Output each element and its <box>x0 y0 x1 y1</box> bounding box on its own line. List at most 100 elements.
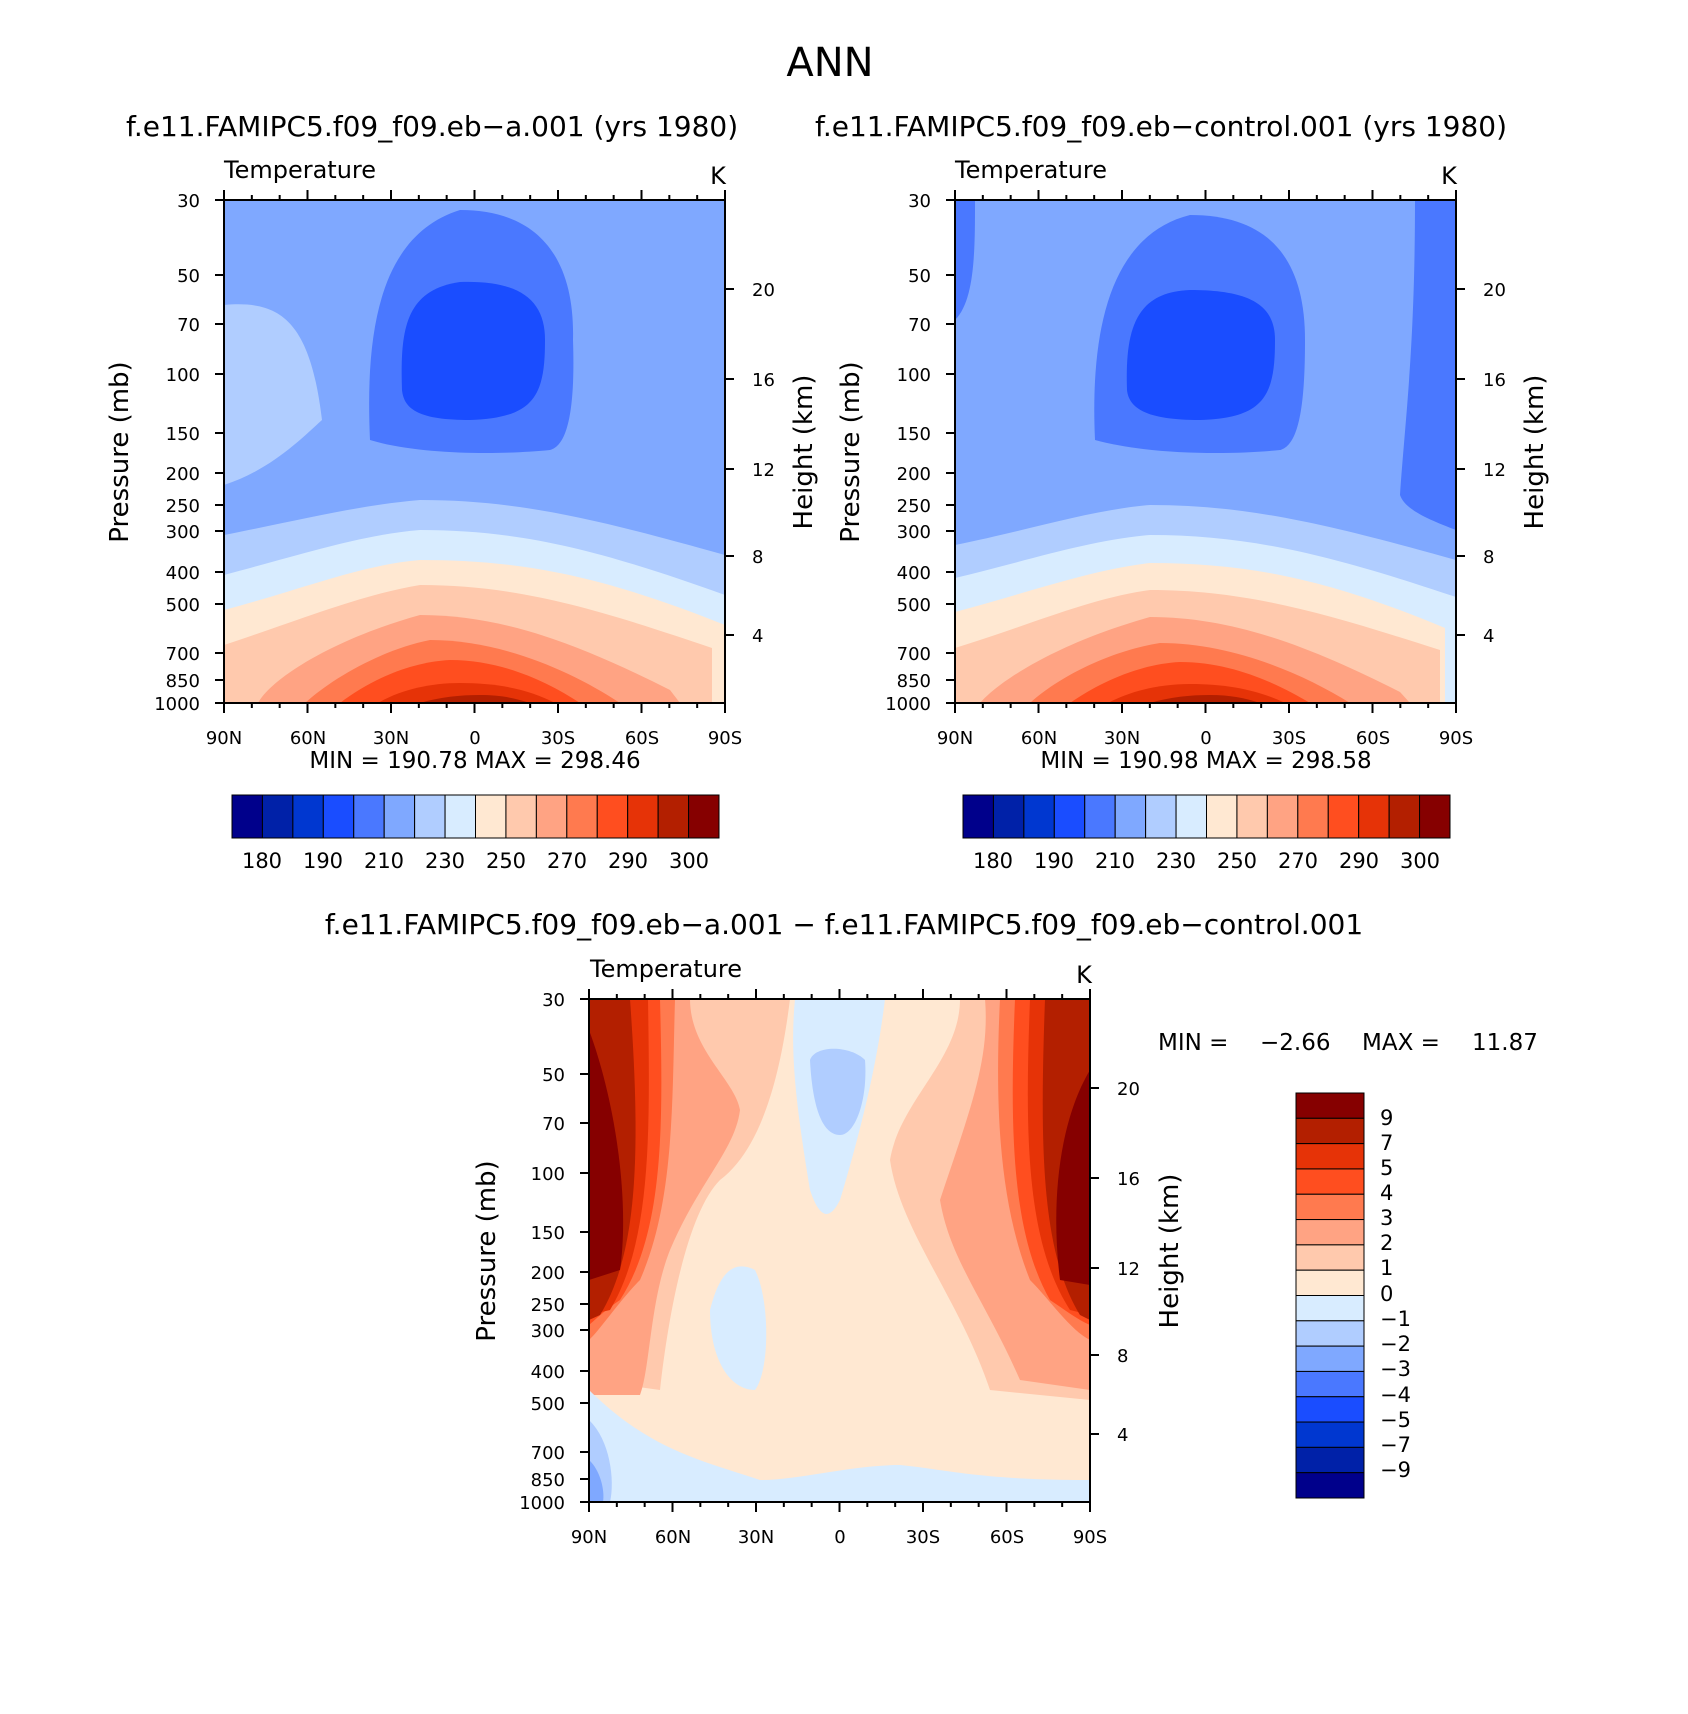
y-tick-label: 200 <box>897 464 931 485</box>
y-tick-label: 30 <box>542 990 565 1011</box>
y2-tick-label: 12 <box>1117 1259 1140 1280</box>
y-tick-label: 250 <box>531 1295 565 1316</box>
colorbar-swatch <box>596 794 629 839</box>
colorbar-swatch <box>1236 794 1268 839</box>
field-band <box>420 695 530 703</box>
colorbar-label: 0 <box>1380 1282 1393 1306</box>
x-tick-label: 0 <box>834 1527 845 1548</box>
field-band <box>1056 1070 1090 1285</box>
colorbar-swatch <box>505 794 537 839</box>
panel-a-units: K <box>710 162 727 190</box>
colorbar-swatch <box>231 794 263 839</box>
x-tick-label: 60S <box>625 728 659 749</box>
colorbar-label: −5 <box>1380 1408 1411 1432</box>
x-tick-label: 90S <box>1073 1527 1107 1548</box>
colorbar-label: −3 <box>1380 1357 1411 1381</box>
field-band <box>589 1390 1090 1502</box>
panel-diff-colorbar: 9 7 5 4 3 2 1 0 −1 −2 −3 −4 −5 −7 −9 <box>1295 1092 1411 1499</box>
y-tick-label: 300 <box>166 522 200 543</box>
colorbar-swatch <box>688 794 720 839</box>
colorbar-swatch <box>566 794 598 839</box>
y-tick-label: 1000 <box>885 694 931 715</box>
y-tick-label: 500 <box>897 595 931 616</box>
x-tick-label: 60N <box>655 1527 691 1548</box>
colorbar-swatch <box>1295 1143 1365 1170</box>
panel-diff-axes: 30 50 70 100 150 200 250 300 400 500 700… <box>472 989 1185 1548</box>
colorbar-swatch <box>1295 1193 1365 1221</box>
colorbar-swatch <box>1084 794 1116 839</box>
colorbar-swatch <box>414 794 446 839</box>
x-tick-label: 90N <box>571 1527 607 1548</box>
y-axis-label: Pressure (mb) <box>836 361 866 542</box>
colorbar-label: 290 <box>608 849 648 873</box>
y-tick-label: 500 <box>166 595 200 616</box>
panel-a-stats: MIN = 190.78 MAX = 298.46 <box>309 748 640 774</box>
field-band <box>710 1266 767 1390</box>
colorbar-swatch <box>1419 794 1451 839</box>
colorbar-label: 210 <box>1095 849 1135 873</box>
colorbar-swatch <box>1023 794 1055 839</box>
y-tick-label: 70 <box>177 315 200 336</box>
y-tick-label: 300 <box>531 1321 565 1342</box>
y-tick-label: 50 <box>177 266 200 287</box>
colorbar-label: 180 <box>973 849 1013 873</box>
colorbar-swatch <box>657 794 690 839</box>
panel-control-stats: MIN = 190.98 MAX = 298.58 <box>1040 748 1371 774</box>
colorbar-swatch <box>1295 1421 1365 1448</box>
colorbar-label: 190 <box>303 849 343 873</box>
colorbar-swatch <box>1295 1168 1365 1195</box>
field-band <box>955 200 975 320</box>
field-band <box>589 1460 604 1502</box>
panel-control-variable: Temperature <box>954 156 1107 184</box>
y-tick-label: 700 <box>531 1443 565 1464</box>
panel-a: f.e11.FAMIPC5.f09_f09.eb−a.001 (yrs 1980… <box>105 110 819 873</box>
panel-diff-title: f.e11.FAMIPC5.f09_f09.eb−a.001 − f.e11.F… <box>325 908 1363 941</box>
colorbar-swatch <box>1327 794 1360 839</box>
x-tick-label: 90S <box>1439 728 1473 749</box>
colorbar-label: −1 <box>1380 1307 1411 1331</box>
figure-title: ANN <box>786 40 873 86</box>
panel-diff-variable: Temperature <box>589 955 742 983</box>
y-tick-label: 200 <box>166 464 200 485</box>
y-tick-label: 50 <box>542 1065 565 1086</box>
y-tick-label: 850 <box>166 671 200 692</box>
colorbar-swatch <box>1295 1396 1365 1423</box>
y-tick-label: 300 <box>897 522 931 543</box>
stats-max-label: MAX = <box>1362 1030 1440 1056</box>
colorbar-swatch <box>1295 1345 1365 1372</box>
colorbar-label: 300 <box>669 849 709 873</box>
stats-max-value: 11.87 <box>1472 1030 1538 1056</box>
colorbar-swatch <box>1295 1219 1365 1246</box>
field-band <box>810 1048 866 1135</box>
colorbar-label: 9 <box>1380 1106 1393 1130</box>
colorbar-swatch <box>1297 794 1329 839</box>
y2-tick-label: 4 <box>752 626 763 647</box>
colorbar-label: 190 <box>1034 849 1074 873</box>
panel-control-colorbar: 180 190 210 230 250 270 290 300 <box>962 794 1451 873</box>
colorbar-swatch <box>992 794 1025 839</box>
y-tick-label: 400 <box>897 563 931 584</box>
x-tick-label: 30N <box>738 1527 774 1548</box>
y-tick-label: 100 <box>166 365 200 386</box>
stats-min-label: MIN = <box>1158 1030 1228 1056</box>
colorbar-label: 4 <box>1380 1181 1393 1205</box>
colorbar-swatch <box>322 794 355 839</box>
colorbar-swatch <box>1206 794 1238 839</box>
y-tick-label: 70 <box>908 315 931 336</box>
panel-diff-stats: MIN = −2.66 MAX = 11.87 <box>1158 1030 1538 1056</box>
x-tick-label: 90N <box>206 728 242 749</box>
colorbar-label: 270 <box>547 849 587 873</box>
y-tick-label: 1000 <box>154 694 200 715</box>
colorbar-swatch <box>535 794 568 839</box>
x-tick-label: 60N <box>1021 728 1057 749</box>
colorbar-swatch <box>1295 1244 1365 1271</box>
y2-tick-label: 8 <box>752 547 763 568</box>
colorbar-swatch <box>1295 1446 1365 1474</box>
colorbar-label: 1 <box>1380 1256 1393 1280</box>
y2-tick-label: 16 <box>1117 1169 1140 1190</box>
colorbar-label: 5 <box>1380 1156 1393 1180</box>
x-tick-label: 60S <box>990 1527 1024 1548</box>
colorbar-swatch <box>475 794 507 839</box>
colorbar-label: −7 <box>1380 1433 1411 1457</box>
